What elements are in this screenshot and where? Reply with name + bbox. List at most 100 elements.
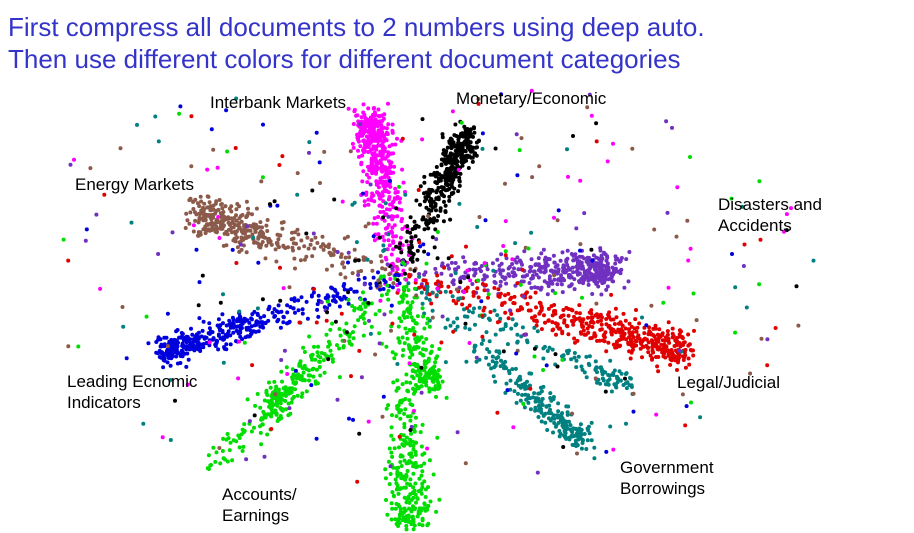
dot (579, 266, 584, 271)
dot (409, 431, 413, 436)
dot (390, 413, 394, 418)
dot (250, 232, 255, 237)
dot (674, 339, 679, 344)
dot (393, 142, 398, 147)
dot (339, 252, 344, 257)
dot (580, 441, 585, 445)
dot (556, 420, 561, 425)
dot (195, 340, 200, 345)
dot (193, 210, 197, 215)
dot (285, 321, 289, 326)
dot (292, 394, 296, 399)
dot (373, 352, 378, 357)
dot (612, 322, 617, 326)
dot (562, 429, 567, 434)
dot (233, 146, 238, 150)
dot (604, 449, 609, 454)
dot (439, 174, 444, 178)
dot (606, 314, 611, 319)
dot (210, 227, 215, 232)
dot (544, 363, 549, 368)
dot (359, 115, 364, 120)
dot (394, 414, 399, 419)
dot (224, 347, 229, 352)
dot (416, 188, 421, 192)
dot (503, 219, 508, 224)
dot (536, 415, 541, 419)
dot (408, 267, 413, 272)
dot (565, 426, 570, 431)
dot (387, 446, 392, 451)
dot (599, 259, 604, 264)
dot (602, 250, 606, 255)
dot (646, 350, 651, 355)
dot (479, 269, 483, 274)
dot (300, 365, 305, 370)
category-label: Disasters and (718, 195, 822, 214)
dot (141, 421, 146, 426)
dot (208, 215, 213, 220)
dot (614, 345, 619, 350)
category-label: Accounts/ (222, 485, 297, 504)
dot (420, 452, 425, 457)
dot (575, 261, 580, 265)
dot (208, 208, 213, 213)
dot (358, 122, 363, 127)
dot (402, 438, 406, 443)
dot (740, 204, 745, 209)
dot (562, 265, 567, 270)
dot (598, 365, 603, 370)
dot (359, 269, 364, 273)
dot (467, 303, 472, 308)
dot (221, 292, 225, 297)
dot (602, 339, 607, 344)
dot (420, 469, 425, 474)
dot (221, 456, 226, 461)
dot (518, 398, 523, 403)
dot (638, 346, 643, 351)
dot (234, 339, 238, 344)
dot (533, 314, 537, 319)
dot (258, 430, 263, 435)
dot (562, 278, 567, 283)
dot (482, 288, 487, 293)
dot (436, 368, 441, 373)
dot (269, 242, 274, 247)
dot (520, 393, 525, 397)
dot (537, 399, 541, 404)
dot (550, 320, 555, 325)
dot (445, 145, 450, 150)
dot (382, 312, 387, 317)
dot (582, 277, 587, 282)
dot (191, 223, 196, 228)
dot (295, 192, 300, 197)
dot (627, 327, 631, 332)
dot (337, 327, 342, 331)
dot (668, 362, 673, 367)
dot (435, 435, 440, 440)
dot (522, 249, 527, 254)
dot (434, 165, 439, 169)
dot (121, 324, 126, 329)
dot (218, 222, 223, 227)
dot (102, 192, 107, 197)
dot (584, 375, 589, 380)
dot (698, 415, 703, 420)
dot (417, 272, 422, 276)
dot (438, 178, 443, 183)
dot (546, 411, 551, 415)
dot (256, 260, 261, 265)
dot (579, 446, 584, 451)
dot (360, 179, 365, 184)
dot (451, 278, 456, 283)
dot (375, 153, 380, 158)
dot (330, 263, 335, 268)
dot (584, 447, 589, 451)
dot (241, 243, 246, 248)
dot (503, 249, 508, 254)
dot (430, 315, 435, 320)
dot (533, 407, 538, 412)
dot (384, 172, 389, 176)
dot (459, 275, 464, 280)
dot (571, 258, 576, 263)
